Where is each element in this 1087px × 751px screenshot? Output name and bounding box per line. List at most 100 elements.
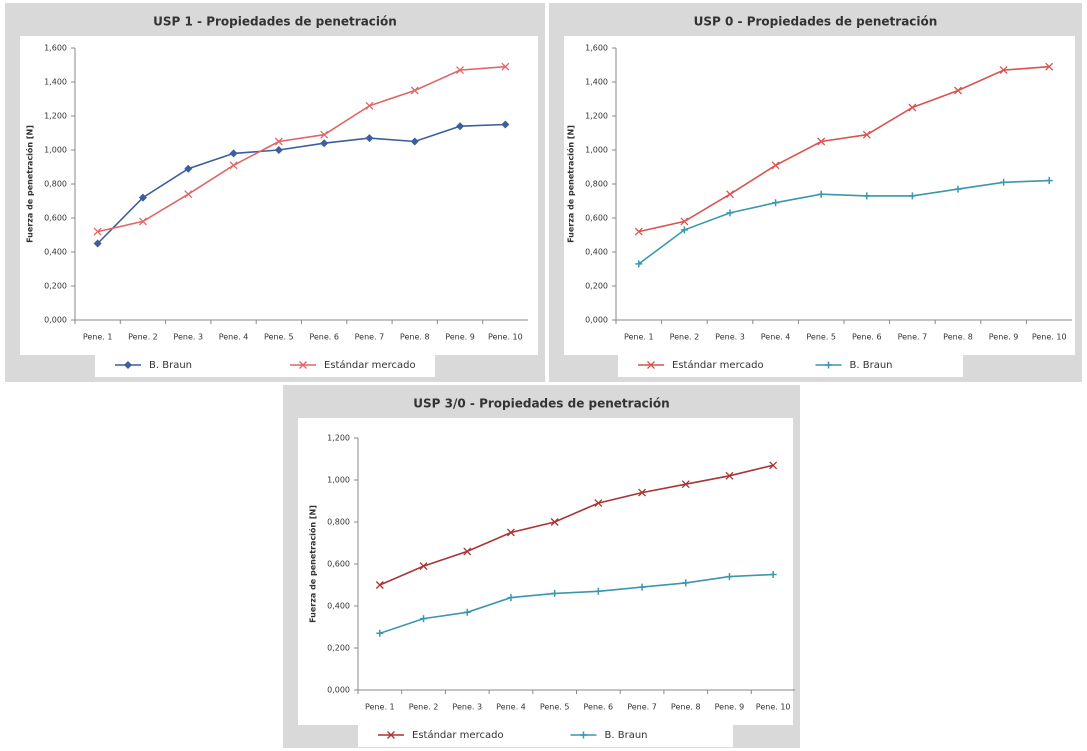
- series-line: [97, 123, 506, 245]
- marker: [420, 615, 428, 623]
- marker: [580, 731, 587, 739]
- marker: [93, 227, 102, 236]
- x-tick-label: Pene. 9: [445, 333, 475, 342]
- marker: [506, 528, 515, 537]
- series-line: [638, 65, 1050, 233]
- marker: [725, 573, 733, 581]
- marker: [863, 192, 871, 200]
- y-tick-label: 1,000: [44, 146, 67, 155]
- y-tick-label: 0,200: [585, 282, 608, 291]
- y-tick-label: 0,200: [327, 644, 350, 653]
- marker: [410, 86, 419, 95]
- marker: [954, 185, 962, 193]
- plot-panel: [298, 418, 793, 725]
- marker: [817, 137, 826, 146]
- chart-title: USP 0 - Propiedades de penetración: [694, 15, 938, 29]
- marker: [365, 134, 374, 143]
- marker: [594, 587, 602, 595]
- marker: [681, 480, 690, 489]
- marker: [635, 260, 643, 268]
- x-tick-label: Pene. 5: [806, 333, 836, 342]
- x-tick-label: Pene. 4: [496, 703, 526, 712]
- y-tick-label: 0,400: [327, 602, 350, 611]
- marker: [634, 227, 643, 236]
- marker: [456, 122, 465, 131]
- marker: [772, 199, 780, 207]
- marker: [501, 120, 510, 129]
- chart: USP 0 - Propiedades de penetración 0,000 0…: [549, 3, 1082, 382]
- y-axis-label: Fuerza de penetración [N]: [566, 125, 576, 243]
- marker: [376, 629, 384, 637]
- marker: [908, 192, 916, 200]
- x-tick-label: Pene. 3: [173, 333, 203, 342]
- marker: [638, 583, 646, 591]
- legend-label: B. Braun: [605, 730, 648, 741]
- x-tick-label: Pene. 10: [1032, 333, 1067, 342]
- y-tick-label: 1,600: [585, 44, 608, 53]
- y-tick-label: 0,400: [44, 248, 67, 257]
- y-tick-label: 1,400: [44, 78, 67, 87]
- marker: [507, 594, 515, 602]
- marker: [638, 488, 647, 497]
- legend-label: B. Braun: [850, 360, 893, 371]
- marker: [138, 193, 147, 202]
- marker: [299, 361, 307, 369]
- y-axis-label: Fuerza de penetración [N]: [308, 505, 318, 623]
- marker: [124, 361, 132, 369]
- marker: [184, 164, 193, 173]
- marker: [725, 471, 734, 480]
- marker: [825, 361, 832, 369]
- marker: [501, 62, 510, 71]
- y-tick-label: 0,800: [44, 180, 67, 189]
- y-tick-label: 0,000: [327, 686, 350, 695]
- marker: [647, 361, 655, 369]
- x-tick-label: Pene. 1: [365, 703, 395, 712]
- marker: [365, 101, 374, 110]
- plot-panel: [20, 36, 538, 355]
- marker: [93, 239, 102, 248]
- y-tick-label: 0,000: [585, 316, 608, 325]
- marker: [1045, 62, 1054, 71]
- y-tick-label: 1,200: [44, 112, 67, 121]
- x-tick-label: Pene. 7: [627, 703, 657, 712]
- x-tick-label: Pene. 9: [989, 333, 1019, 342]
- marker: [726, 209, 734, 217]
- marker: [184, 190, 193, 199]
- marker: [419, 562, 428, 571]
- marker: [999, 66, 1008, 75]
- x-tick-label: Pene. 2: [409, 703, 439, 712]
- marker: [463, 547, 472, 556]
- y-tick-label: 0,400: [585, 248, 608, 257]
- marker: [463, 608, 471, 616]
- legend: [358, 723, 733, 747]
- marker: [1000, 178, 1008, 186]
- x-tick-label: Pene. 2: [128, 333, 158, 342]
- marker: [680, 226, 688, 234]
- marker: [375, 581, 384, 589]
- chart: USP 1 - Propiedades de penetración 0,000 0…: [5, 3, 545, 382]
- y-tick-label: 1,200: [585, 112, 608, 121]
- marker: [1045, 177, 1053, 185]
- y-tick-label: 1,000: [585, 146, 608, 155]
- x-tick-label: Pene. 5: [540, 703, 570, 712]
- y-tick-label: 1,200: [327, 434, 350, 443]
- y-axis-label: Fuerza de penetración [N]: [25, 125, 35, 243]
- y-tick-label: 0,800: [585, 180, 608, 189]
- y-tick-label: 1,600: [44, 44, 67, 53]
- x-tick-label: Pene. 8: [400, 333, 430, 342]
- x-tick-label: Pene. 5: [264, 333, 294, 342]
- x-tick-label: Pene. 6: [584, 703, 614, 712]
- marker: [410, 137, 419, 146]
- legend: [618, 353, 963, 377]
- chart-title: USP 3/0 - Propiedades de penetración: [413, 397, 669, 411]
- x-tick-label: Pene. 3: [715, 333, 745, 342]
- marker: [954, 86, 962, 95]
- x-tick-label: Pene. 3: [452, 703, 482, 712]
- x-tick-label: Pene. 1: [624, 333, 654, 342]
- x-tick-label: Pene. 2: [670, 333, 700, 342]
- marker: [680, 217, 689, 226]
- y-tick-label: 0,000: [44, 316, 67, 325]
- series-line: [379, 573, 774, 635]
- marker: [594, 499, 603, 508]
